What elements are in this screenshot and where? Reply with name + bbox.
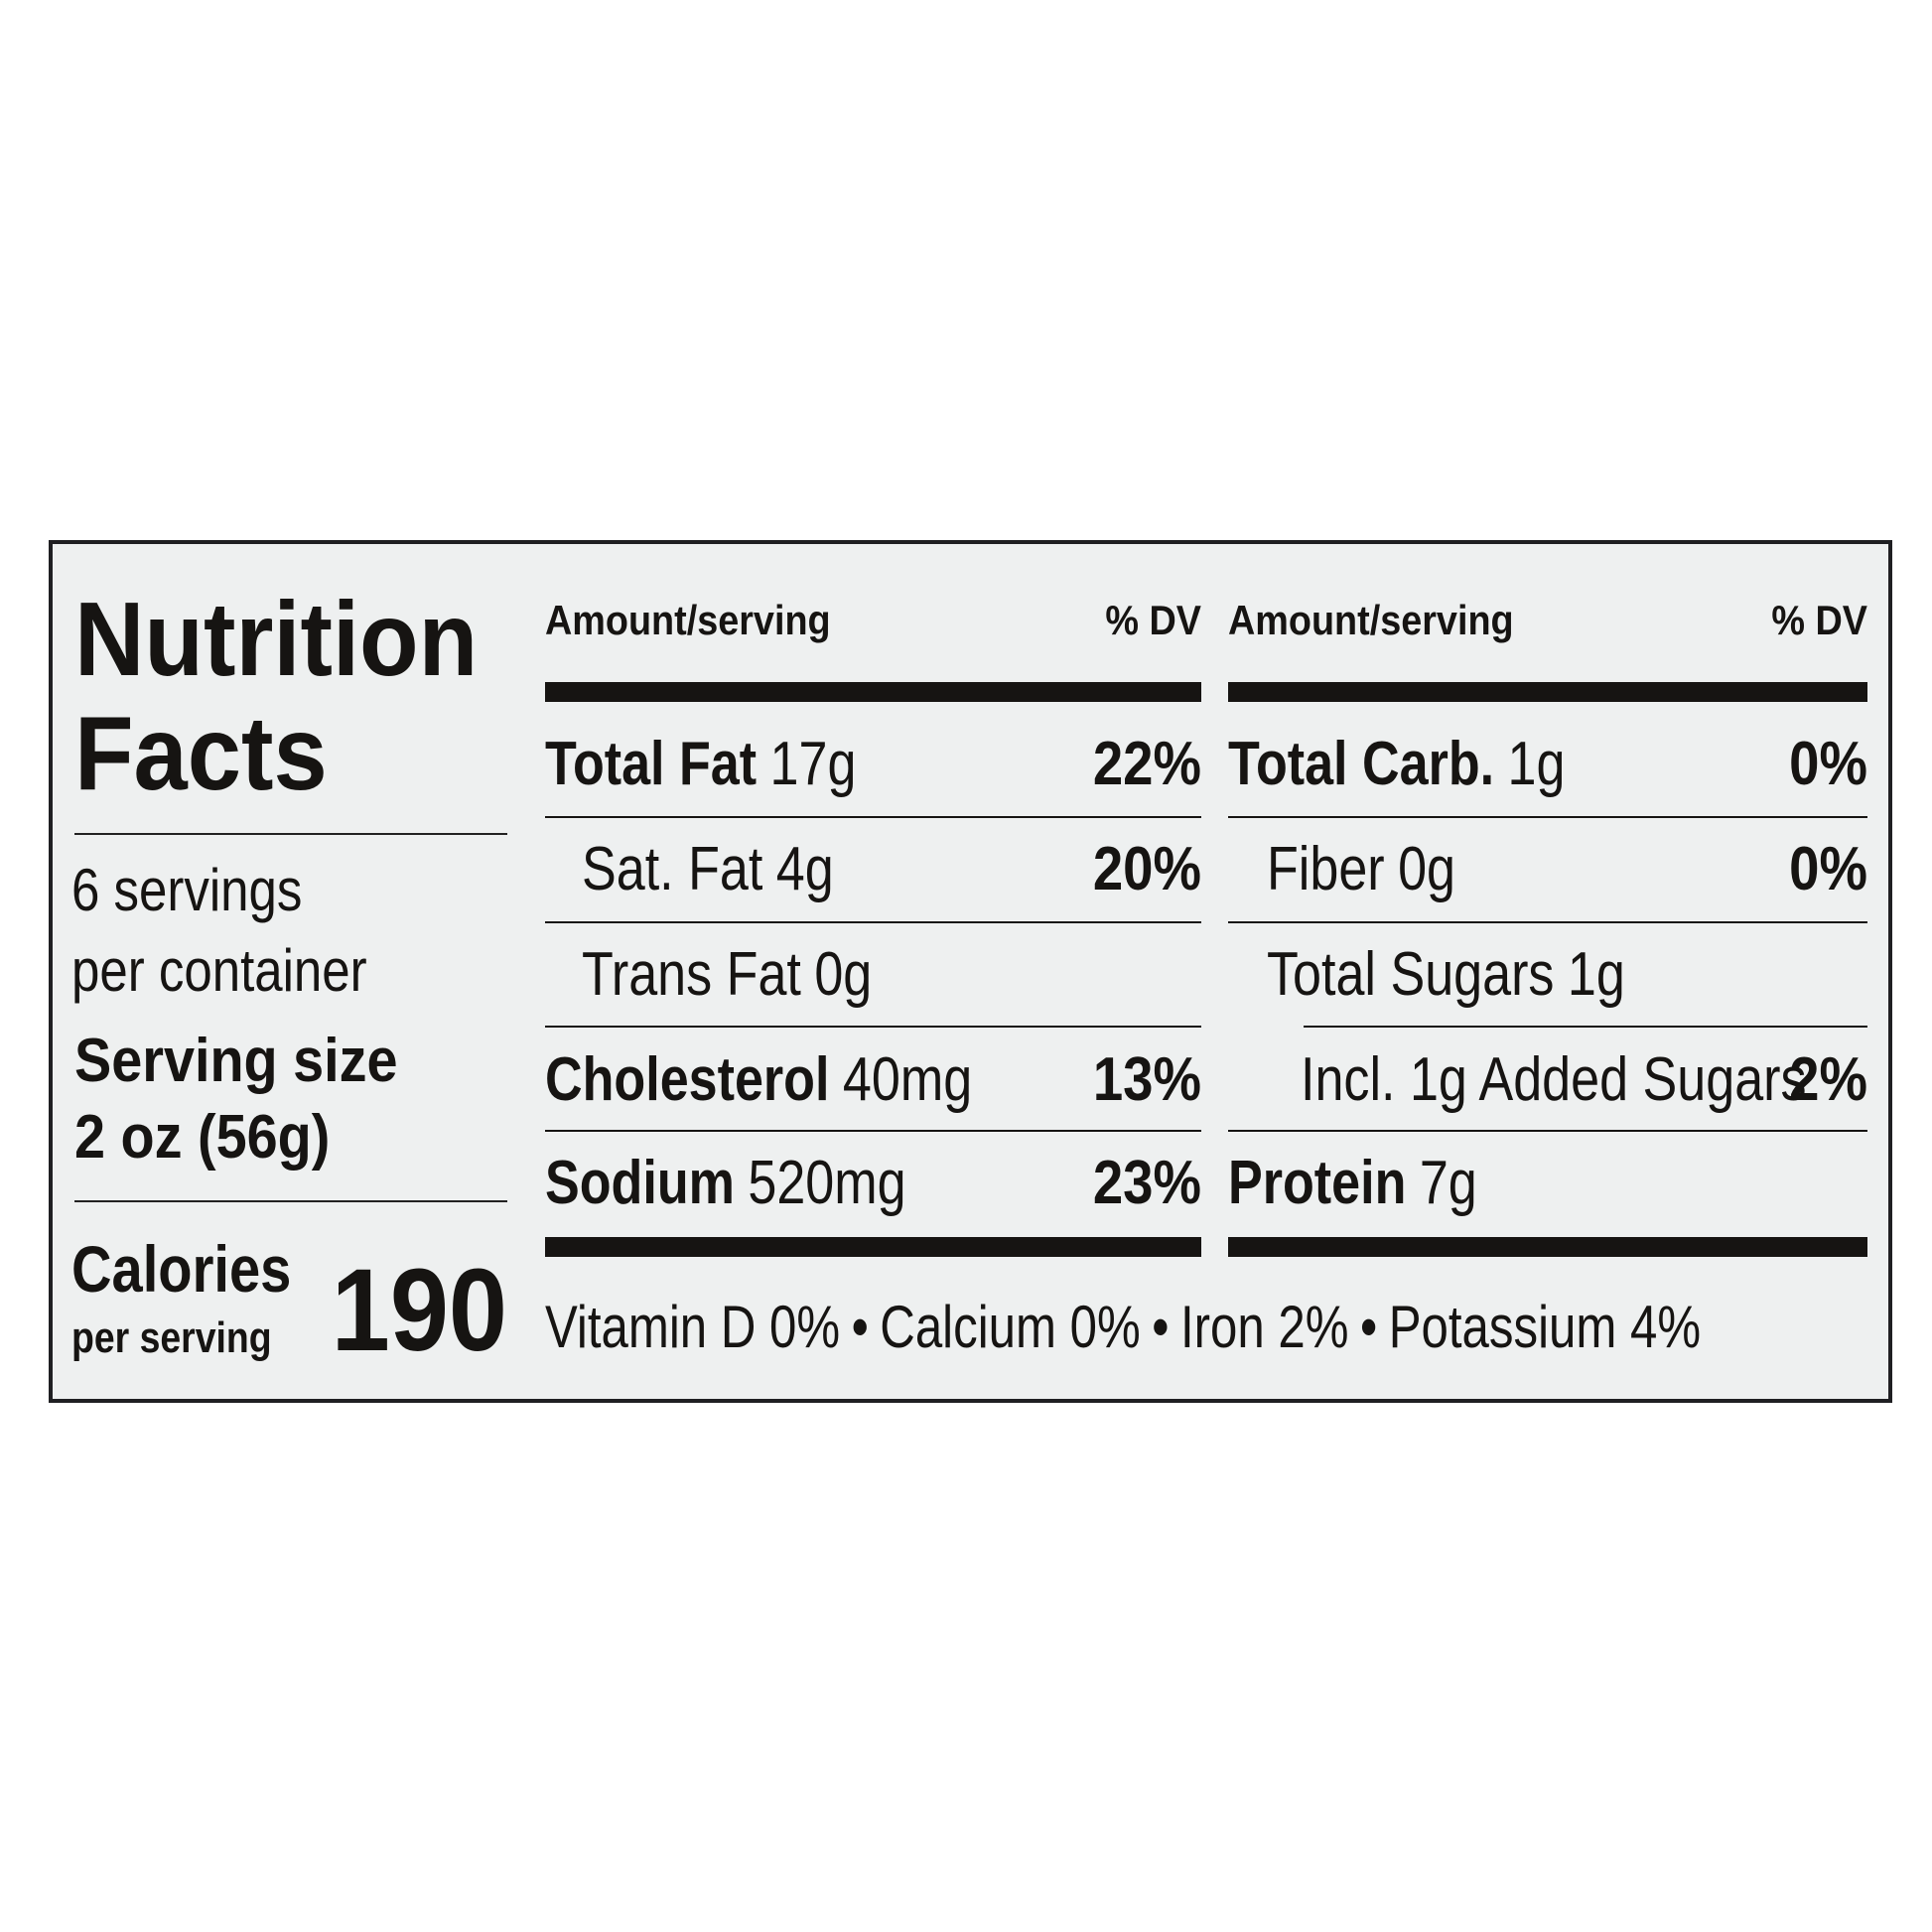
nutrient-name: Sat. Fat <box>582 835 762 903</box>
footer-item: Vitamin D 0% <box>545 1293 840 1360</box>
nutrient-name: Incl. 1g Added Sugars <box>1301 1045 1807 1114</box>
nutrient-row: Protein 7g <box>1228 1149 1477 1217</box>
calories-sublabel: per serving <box>71 1312 272 1362</box>
nutrient-amount: 1g <box>1568 940 1625 1009</box>
nutrient-amount: 520mg <box>748 1149 905 1217</box>
serving-size-value: 2 oz (56g) <box>74 1103 330 1171</box>
nutrient-row: Fiber 0g <box>1267 835 1455 903</box>
nutrient-name: Fiber <box>1267 835 1385 903</box>
serving-size-label: Serving size <box>74 1027 398 1094</box>
column-header: Amount/serving <box>545 598 831 643</box>
nutrient-amount: 40mg <box>843 1045 972 1114</box>
footer: Vitamin D 0% • Calcium 0% • Iron 2% • Potassiu… <box>545 1293 1701 1360</box>
nutrient-amount: 7g <box>1420 1149 1477 1217</box>
daily-value: 2% <box>1789 1045 1867 1114</box>
separator: • <box>852 1293 869 1360</box>
nutrient-row: Trans Fat 0g <box>582 940 872 1009</box>
nutrient-row: Cholesterol 40mg <box>545 1045 972 1114</box>
nutrient-row: Total Sugars 1g <box>1267 940 1625 1009</box>
nutrient-row: Sodium 520mg <box>545 1149 906 1217</box>
nutrient-row: Total Fat 17g <box>545 730 856 798</box>
calories-value: 190 <box>332 1244 507 1375</box>
nutrient-amount: 0g <box>814 940 872 1009</box>
nutrient-row: Incl. 1g Added Sugars <box>1301 1045 1807 1114</box>
footer-item: Potassium 4% <box>1389 1293 1701 1360</box>
daily-value: 23% <box>1093 1149 1201 1217</box>
nutrient-name: Total Fat <box>545 730 757 798</box>
daily-value: 22% <box>1093 730 1201 798</box>
nutrient-name: Protein <box>1228 1149 1406 1217</box>
calories-label: Calories <box>71 1233 291 1306</box>
column-header: % DV <box>1771 598 1867 643</box>
nutrient-row: Total Carb. 1g <box>1228 730 1565 798</box>
daily-value: 0% <box>1789 835 1867 903</box>
nutrient-name: Total Carb. <box>1228 730 1494 798</box>
servings: per container <box>71 937 367 1004</box>
nutrient-amount: 17g <box>770 730 857 798</box>
nutrient-name: Sodium <box>545 1149 735 1217</box>
column-header: % DV <box>1105 598 1201 643</box>
footer-item: Iron 2% <box>1180 1293 1349 1360</box>
separator: • <box>1360 1293 1377 1360</box>
nutrient-amount: 4g <box>776 835 834 903</box>
nutrient-name: Trans Fat <box>582 940 801 1009</box>
column-header: Amount/serving <box>1228 598 1514 643</box>
title: Facts <box>74 694 328 812</box>
nutrient-name: Cholesterol <box>545 1045 829 1114</box>
nutrient-amount: 0g <box>1398 835 1455 903</box>
daily-value: 13% <box>1093 1045 1201 1114</box>
separator: • <box>1152 1293 1169 1360</box>
daily-value: 0% <box>1789 730 1867 798</box>
nutrient-amount: 1g <box>1508 730 1566 798</box>
footer-item: Calcium 0% <box>880 1293 1140 1360</box>
daily-value: 20% <box>1093 835 1201 903</box>
servings: 6 servings <box>71 857 302 923</box>
title: Nutrition <box>74 580 478 698</box>
nutrient-row: Sat. Fat 4g <box>582 835 834 903</box>
nutrient-name: Total Sugars <box>1267 940 1554 1009</box>
